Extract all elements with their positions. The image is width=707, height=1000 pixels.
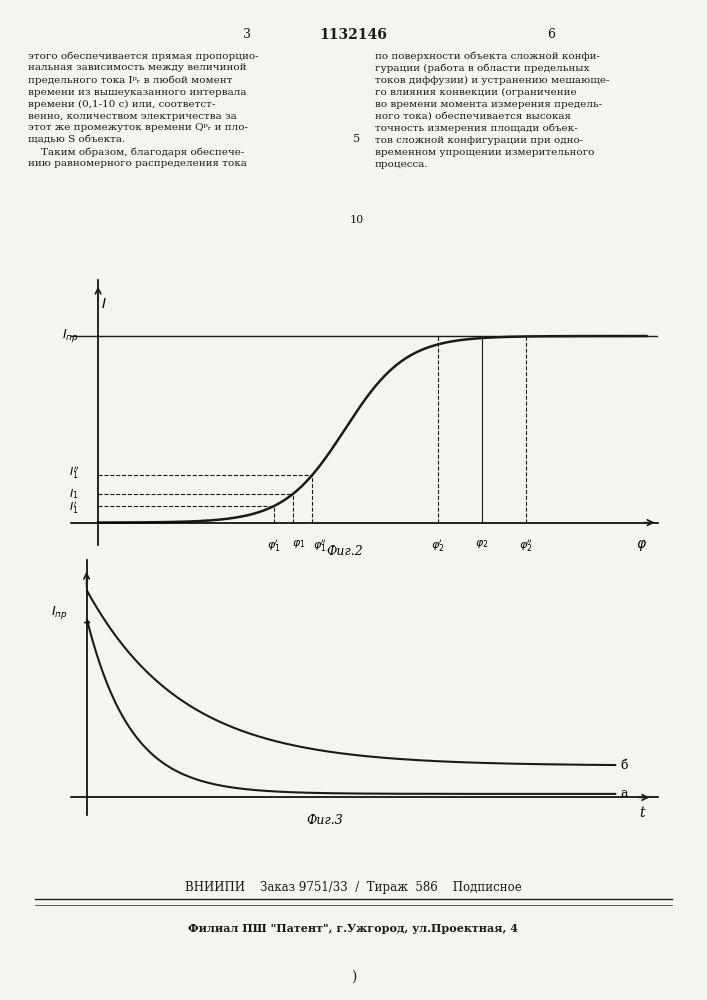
Text: 6: 6 xyxy=(547,28,556,41)
Text: $\varphi_2''$: $\varphi_2''$ xyxy=(519,538,533,554)
Text: $I_1'$: $I_1'$ xyxy=(69,500,79,516)
Text: 5: 5 xyxy=(354,134,361,144)
Text: ): ) xyxy=(351,969,356,983)
Text: Фиг.3: Фиг.3 xyxy=(306,814,343,827)
Text: $\varphi_1''$: $\varphi_1''$ xyxy=(313,538,327,554)
Text: $I$: $I$ xyxy=(100,297,107,311)
Text: $I_{пр}$: $I_{пр}$ xyxy=(52,604,68,621)
Text: $I_1$: $I_1$ xyxy=(69,487,79,501)
Text: б: б xyxy=(621,759,628,772)
Text: этого обеспечивается прямая пропорцио-
нальная зависимость между величиной
преде: этого обеспечивается прямая пропорцио- н… xyxy=(28,51,259,168)
Text: a: a xyxy=(621,787,628,800)
Text: 3: 3 xyxy=(243,28,252,41)
Text: 1132146: 1132146 xyxy=(320,28,387,42)
Text: $\varphi$: $\varphi$ xyxy=(636,538,646,553)
Text: $\varphi_1'$: $\varphi_1'$ xyxy=(267,538,281,554)
Text: ВНИИПИ    Заказ 9751/33  /  Тираж  586    Подписное: ВНИИПИ Заказ 9751/33 / Тираж 586 Подписн… xyxy=(185,881,522,894)
Text: Фиг.2: Фиг.2 xyxy=(327,545,363,558)
Text: $\varphi_1$: $\varphi_1$ xyxy=(291,538,305,550)
Text: $\varphi_2$: $\varphi_2$ xyxy=(475,538,489,550)
Text: Филиал ПШ "Патент", г.Ужгород, ул.Проектная, 4: Филиал ПШ "Патент", г.Ужгород, ул.Проект… xyxy=(189,923,518,934)
Text: $I_{пр}$: $I_{пр}$ xyxy=(62,327,79,344)
Text: t: t xyxy=(639,806,645,820)
Text: 10: 10 xyxy=(350,215,364,225)
Text: по поверхности объекта сложной конфи-
гурации (работа в области предельных
токов: по поверхности объекта сложной конфи- гу… xyxy=(375,51,609,169)
Text: $\varphi_2'$: $\varphi_2'$ xyxy=(431,538,445,554)
Text: $I_1''$: $I_1''$ xyxy=(69,465,79,481)
